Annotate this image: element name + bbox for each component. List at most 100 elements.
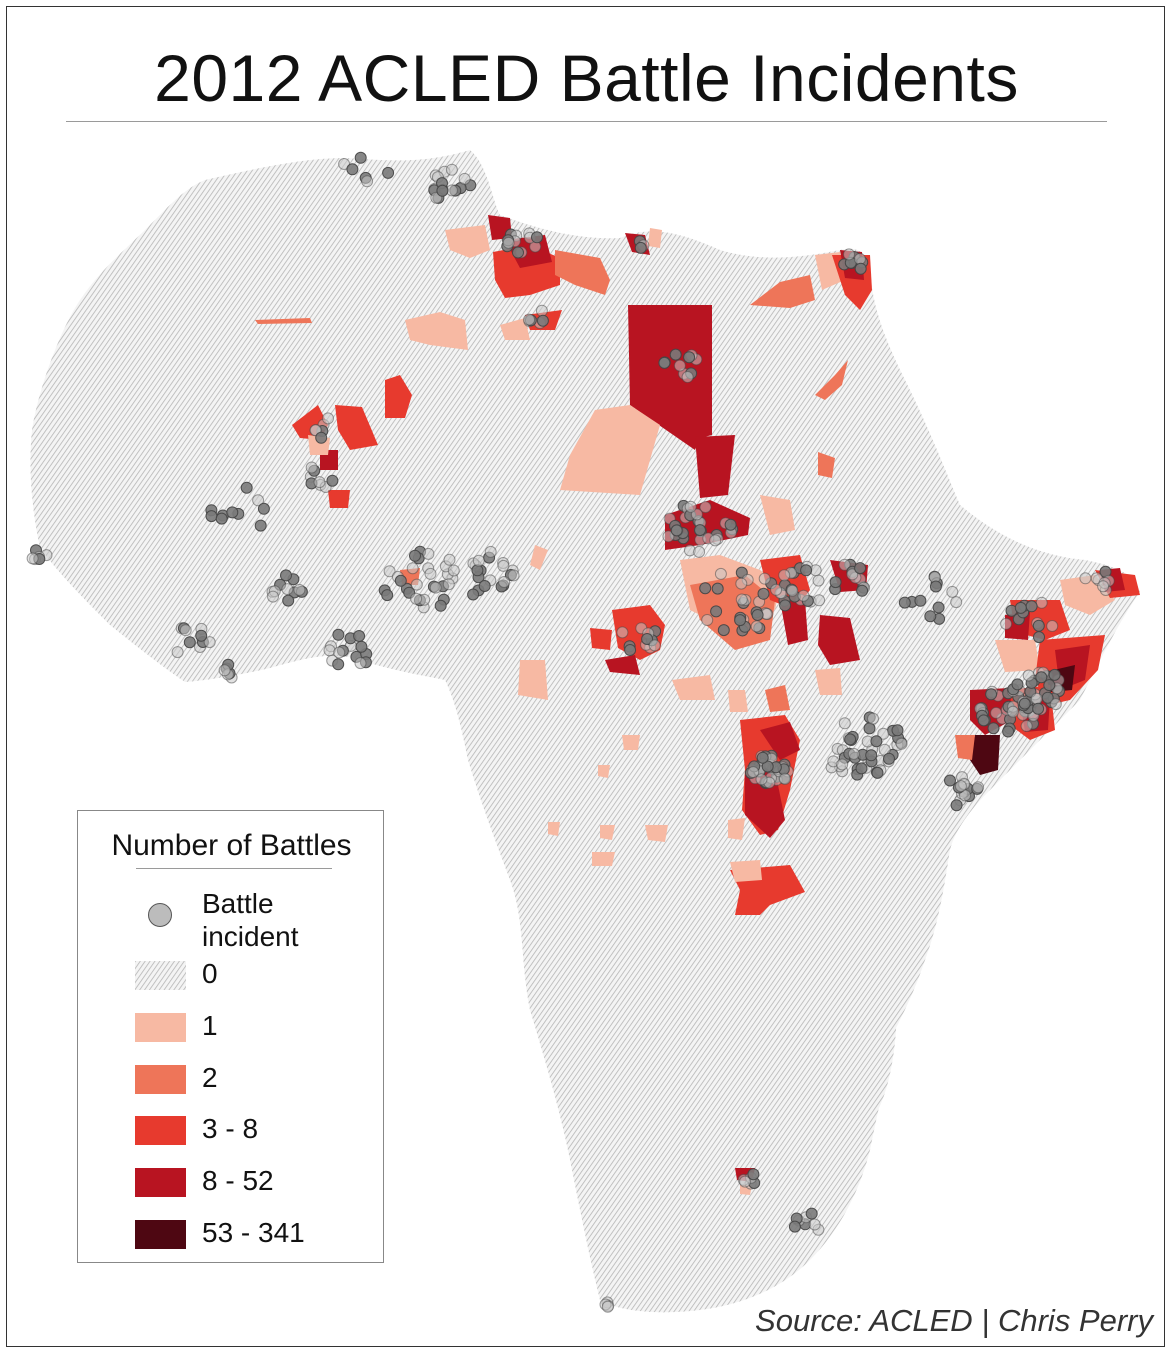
- battle-incident-marker: [498, 576, 511, 588]
- battle-incident-marker: [624, 644, 637, 656]
- battle-incident-marker: [670, 524, 683, 537]
- battle-incident-marker: [747, 766, 760, 779]
- battle-incident-marker: [1007, 705, 1019, 718]
- battle-incident-marker: [699, 582, 712, 595]
- battle-incident-marker: [735, 577, 748, 590]
- battle-incident-marker: [755, 773, 768, 786]
- battle-incident-marker: [429, 581, 442, 594]
- battle-incident-marker: [394, 574, 407, 587]
- battle-incident-marker: [932, 601, 945, 614]
- battle-incident-marker: [254, 519, 267, 532]
- legend-swatch-4: [135, 1168, 186, 1197]
- battle-incident-marker: [447, 564, 460, 577]
- legend-incident-label-line2: incident: [202, 921, 299, 952]
- battle-incident-marker: [847, 747, 860, 760]
- battle-incident-marker: [267, 590, 279, 603]
- battle-incident-marker: [332, 658, 345, 671]
- legend-title-underline: [136, 868, 332, 869]
- choropleth-regions: [255, 215, 1140, 1195]
- battle-incident-marker: [1020, 720, 1033, 732]
- battle-incident-marker: [865, 749, 878, 762]
- battle-incident-marker: [354, 151, 367, 164]
- battle-incident-marker: [442, 578, 455, 591]
- battle-incident-marker: [838, 717, 851, 730]
- battle-incident-marker: [293, 583, 306, 596]
- battle-incident-marker: [634, 241, 647, 254]
- battle-incident-marker: [788, 1220, 801, 1233]
- battle-incident-marker: [808, 1218, 821, 1231]
- battle-incident-marker: [891, 724, 904, 737]
- battle-incident-marker: [734, 614, 747, 627]
- battle-incident-marker: [1035, 671, 1048, 684]
- battle-incident-marker: [382, 166, 395, 179]
- battle-incident-marker: [946, 585, 959, 598]
- battle-incident-marker: [709, 534, 722, 547]
- battle-incident-marker: [512, 246, 524, 259]
- battle-incident-marker: [870, 735, 883, 748]
- battle-incident-markers: [26, 151, 1115, 1313]
- battle-incident-marker: [711, 582, 724, 595]
- battle-incident-marker: [854, 562, 867, 575]
- battle-incident-marker: [829, 576, 842, 589]
- battle-incident-marker: [757, 587, 770, 600]
- battle-incident-marker: [1011, 678, 1024, 691]
- battle-incident-marker: [895, 737, 908, 750]
- battle-incident-marker: [326, 474, 339, 487]
- battle-incident-marker: [717, 624, 730, 637]
- battle-incident-marker: [1043, 679, 1056, 692]
- battle-incident-marker: [497, 559, 510, 572]
- battle-incident-marker: [531, 231, 543, 244]
- battle-incident-marker: [1000, 617, 1013, 630]
- battle-incident-marker: [502, 236, 515, 249]
- battle-incident-marker: [813, 594, 826, 607]
- battle-incident-marker: [710, 605, 723, 618]
- legend-incident-dot: [148, 903, 172, 927]
- battle-incident-marker: [844, 733, 857, 746]
- battle-incident-marker: [280, 569, 292, 582]
- battle-incident-marker: [1097, 580, 1110, 593]
- battle-incident-marker: [458, 172, 471, 185]
- battle-incident-marker: [812, 574, 825, 587]
- battle-incident-marker: [950, 596, 963, 609]
- battle-incident-marker: [410, 592, 423, 605]
- battle-incident-marker: [690, 508, 703, 521]
- battle-incident-marker: [313, 476, 326, 489]
- battle-incident-marker: [218, 664, 231, 677]
- battle-incident-marker: [924, 610, 937, 623]
- battle-incident-marker: [990, 706, 1003, 719]
- battle-incident-marker: [735, 593, 748, 606]
- legend-label-5: 53 - 341: [202, 1217, 305, 1248]
- battle-incident-marker: [944, 774, 956, 787]
- battle-incident-marker: [683, 351, 696, 364]
- battle-incident-marker: [383, 565, 396, 578]
- battle-incident-marker: [854, 262, 867, 275]
- battle-incident-marker: [800, 564, 813, 577]
- battle-incident-marker: [778, 569, 791, 582]
- battle-incident-marker: [215, 512, 228, 525]
- battle-incident-marker: [472, 554, 485, 567]
- battle-incident-marker: [972, 781, 985, 794]
- battle-incident-marker: [756, 751, 769, 764]
- battle-incident-marker: [786, 584, 799, 597]
- battle-incident-marker: [257, 502, 270, 515]
- battle-incident-marker: [985, 688, 998, 701]
- battle-incident-marker: [871, 766, 884, 779]
- battle-incident-marker: [305, 461, 318, 474]
- battle-incident-marker: [601, 1300, 614, 1313]
- battle-incident-marker: [805, 1207, 818, 1220]
- madagascar-landmass: [863, 996, 897, 1115]
- battle-incident-marker: [333, 646, 346, 659]
- battle-incident-marker: [987, 722, 1000, 735]
- battle-incident-marker: [171, 646, 184, 659]
- battle-incident-marker: [381, 589, 394, 602]
- legend-swatch-1: [135, 1013, 186, 1042]
- battle-incident-marker: [355, 640, 368, 653]
- battle-incident-marker: [1030, 692, 1043, 705]
- battle-incident-marker: [662, 530, 675, 543]
- battle-incident-marker: [353, 630, 366, 642]
- battle-incident-marker: [1032, 619, 1045, 632]
- battle-incident-marker: [1002, 725, 1015, 738]
- battle-incident-marker: [281, 583, 294, 596]
- battle-incident-marker: [1041, 691, 1054, 704]
